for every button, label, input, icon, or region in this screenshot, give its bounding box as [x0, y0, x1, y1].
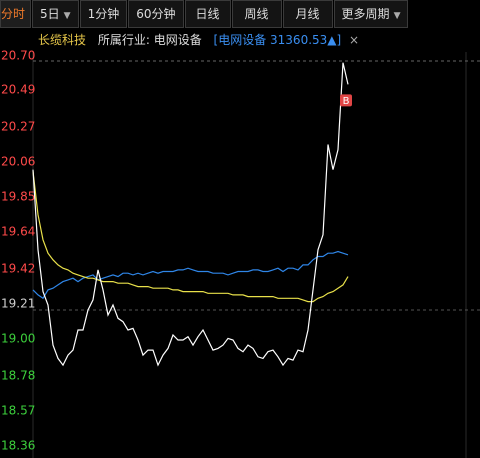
y-tick-label: 19.00	[1, 332, 35, 346]
tab-label: 60分钟	[136, 7, 176, 21]
series-line	[32, 171, 349, 303]
period-tabs: 分时 5日 ▼ 1分钟 60分钟 日线 周线 月线 更多周期 ▼	[0, 0, 409, 28]
y-tick-label: 19.21	[1, 296, 35, 310]
tab[interactable]: 日线	[184, 0, 231, 28]
stock-name[interactable]: 长缆科技	[38, 33, 87, 47]
tab-label: 月线	[295, 7, 320, 21]
stock-header: 长缆科技 所属行业: 电网设备 [电网设备 31360.53▲] ×	[38, 30, 367, 50]
signal-marker	[340, 94, 352, 107]
y-tick-label: 20.06	[1, 154, 35, 168]
industry-index[interactable]: [电网设备 31360.53▲]	[213, 33, 342, 47]
tab[interactable]: 1分钟	[79, 0, 128, 28]
tab[interactable]: 月线	[282, 0, 333, 28]
tab-label: 1分钟	[87, 7, 120, 21]
close-button[interactable]: ×	[349, 33, 360, 47]
y-tick-label: 19.85	[1, 190, 35, 204]
y-tick-label: 20.49	[1, 83, 35, 97]
tab-label: 日线	[195, 7, 220, 21]
tab-label: 5日	[40, 7, 60, 21]
dropdown-arrow: ▼	[393, 11, 401, 21]
y-tick-label: 20.27	[1, 119, 35, 133]
tab[interactable]: 分时	[0, 0, 32, 28]
industry: 所属行业: 电网设备	[97, 33, 202, 47]
y-tick-label: 18.36	[1, 439, 35, 453]
tab[interactable]: 5日 ▼	[32, 0, 79, 28]
tab[interactable]: 更多周期 ▼	[333, 0, 409, 28]
tab[interactable]: 周线	[231, 0, 282, 28]
y-tick-label: 18.78	[1, 368, 35, 382]
signal-label: B	[343, 96, 350, 107]
tab-label: 分时	[1, 7, 26, 21]
y-tick-label: 20.70	[1, 49, 35, 63]
y-tick-label: 18.57	[1, 403, 35, 417]
tab-label: 周线	[244, 7, 269, 21]
tab[interactable]: 60分钟	[128, 0, 184, 28]
y-tick-label: 19.42	[1, 261, 35, 275]
y-tick-label: 19.64	[1, 225, 35, 239]
dropdown-arrow: ▼	[63, 11, 71, 21]
series-line	[32, 62, 349, 367]
tab-label: 更多周期	[341, 7, 390, 21]
